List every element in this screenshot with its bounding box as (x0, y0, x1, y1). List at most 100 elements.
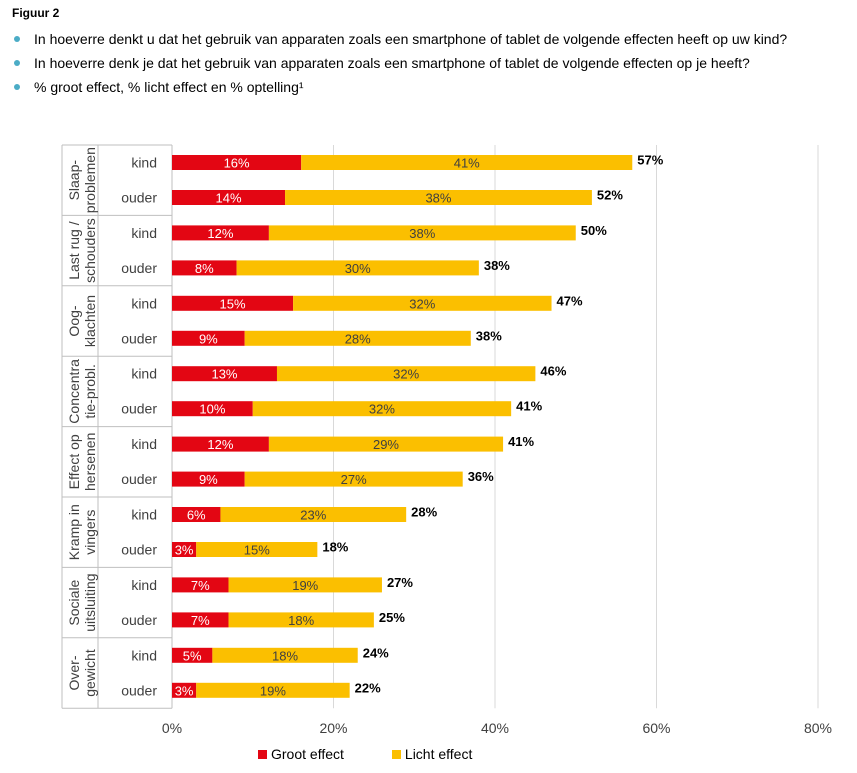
group-label-line: Effect op (66, 434, 82, 489)
legend-item-groot: Groot effect (258, 746, 344, 762)
legend-label-groot: Groot effect (271, 746, 344, 762)
data-label-groot: 7% (191, 613, 210, 628)
data-label-total: 50% (581, 223, 607, 238)
data-label-licht: 18% (272, 648, 298, 663)
bar-groot-effect (172, 330, 245, 346)
data-label-licht: 15% (244, 543, 270, 558)
group-label-line: klachten (82, 295, 98, 347)
legend-swatch-groot (258, 749, 267, 759)
group-label: Concentratie-probl. (66, 359, 98, 424)
data-label-licht: 28% (345, 331, 371, 346)
row-label: ouder (121, 401, 157, 417)
bar-licht-effect (236, 260, 479, 276)
group-label-line: uitsluiting (82, 573, 98, 631)
group-label: Kramp invingers (66, 504, 98, 560)
question-parent: In hoeverre denkt u dat het gebruik van … (12, 28, 802, 50)
bar-licht-effect (244, 330, 471, 346)
bar-groot-effect (172, 682, 197, 698)
data-label-licht: 27% (341, 472, 367, 487)
data-label-licht: 32% (393, 367, 419, 382)
data-label-licht: 38% (409, 226, 435, 241)
data-label-licht: 19% (292, 578, 318, 593)
data-label-licht: 23% (300, 508, 326, 523)
data-label-groot: 10% (199, 402, 225, 417)
bar-licht-effect (196, 542, 318, 557)
group-label-line: Sociale (66, 579, 82, 625)
bullet-dot (14, 36, 20, 42)
question-list: In hoeverre denkt u dat het gebruik van … (12, 28, 802, 100)
x-tick-label: 20% (319, 720, 347, 736)
bar-groot-effect (172, 471, 245, 487)
row-label: kind (131, 436, 157, 452)
data-label-total: 47% (557, 293, 583, 308)
group-label-line: tie-probl. (82, 364, 98, 418)
data-label-groot: 12% (207, 437, 233, 452)
bar-groot-effect (172, 401, 253, 417)
question-text: In hoeverre denk je dat het gebruik van … (34, 55, 750, 71)
measure-text: % groot effect, % licht effect en % opte… (34, 79, 304, 95)
bar-groot-effect (172, 612, 229, 628)
group-label-line: problemen (82, 147, 98, 213)
data-label-licht: 18% (288, 613, 314, 628)
data-label-licht: 32% (369, 402, 395, 417)
group-label-line: Kramp in (66, 504, 82, 560)
row-label: ouder (121, 612, 157, 628)
group-label-line: gewicht (82, 649, 98, 697)
x-tick-label: 80% (804, 720, 832, 736)
measure-note: % groot effect, % licht effect en % opte… (12, 76, 802, 98)
group-label: Over-gewicht (66, 649, 98, 697)
row-label: ouder (121, 260, 157, 276)
data-label-total: 27% (387, 575, 413, 590)
bar-groot-effect (172, 190, 286, 205)
data-label-groot: 8% (195, 261, 214, 276)
bar-groot-effect (172, 295, 294, 311)
row-label: kind (131, 155, 157, 171)
group-label: Last rug /schouders (66, 218, 98, 283)
data-label-total: 52% (597, 188, 623, 203)
bar-groot-effect (172, 155, 302, 170)
data-label-groot: 12% (207, 226, 233, 241)
bar-groot-effect (172, 507, 221, 522)
group-label: Effect ophersenen (66, 433, 98, 491)
group-label-line: schouders (82, 218, 98, 283)
row-label: ouder (121, 330, 157, 346)
bar-groot-effect (172, 647, 213, 663)
bar-licht-effect (228, 612, 374, 628)
data-label-groot: 7% (191, 578, 210, 593)
group-label: Slaap-problemen (66, 147, 98, 213)
data-label-licht: 38% (425, 191, 451, 206)
row-label: ouder (121, 542, 157, 558)
data-label-groot: 3% (175, 543, 194, 558)
figure-label: Figuur 2 (12, 6, 60, 20)
data-label-groot: 13% (211, 367, 237, 382)
data-label-total: 28% (411, 505, 437, 520)
bar-licht-effect (268, 436, 504, 452)
group-label-line: Over- (66, 655, 82, 690)
data-label-groot: 3% (175, 683, 194, 698)
bar-licht-effect (196, 682, 350, 698)
data-label-groot: 16% (224, 156, 250, 171)
legend-item-licht: Licht effect (391, 746, 472, 762)
x-tick-label: 40% (481, 720, 509, 736)
row-label: kind (131, 366, 157, 382)
data-label-total: 46% (540, 364, 566, 379)
bar-groot-effect (172, 260, 237, 276)
bar-groot-effect (172, 577, 229, 593)
bar-licht-effect (276, 366, 536, 382)
data-label-total: 18% (322, 540, 348, 555)
x-tick-label: 0% (162, 720, 182, 736)
bar-licht-effect (244, 471, 463, 487)
x-tick-label: 60% (642, 720, 670, 736)
data-label-total: 38% (476, 328, 502, 343)
bar-licht-effect (285, 190, 592, 205)
data-label-groot: 9% (199, 331, 218, 346)
group-label-line: Concentra (66, 359, 82, 424)
data-label-total: 57% (637, 153, 663, 168)
bullet-dot (14, 60, 20, 66)
bar-groot-effect (172, 542, 197, 557)
bar-groot-effect (172, 225, 269, 241)
data-label-total: 41% (508, 434, 534, 449)
data-label-total: 25% (379, 610, 405, 625)
row-label: kind (131, 507, 157, 523)
